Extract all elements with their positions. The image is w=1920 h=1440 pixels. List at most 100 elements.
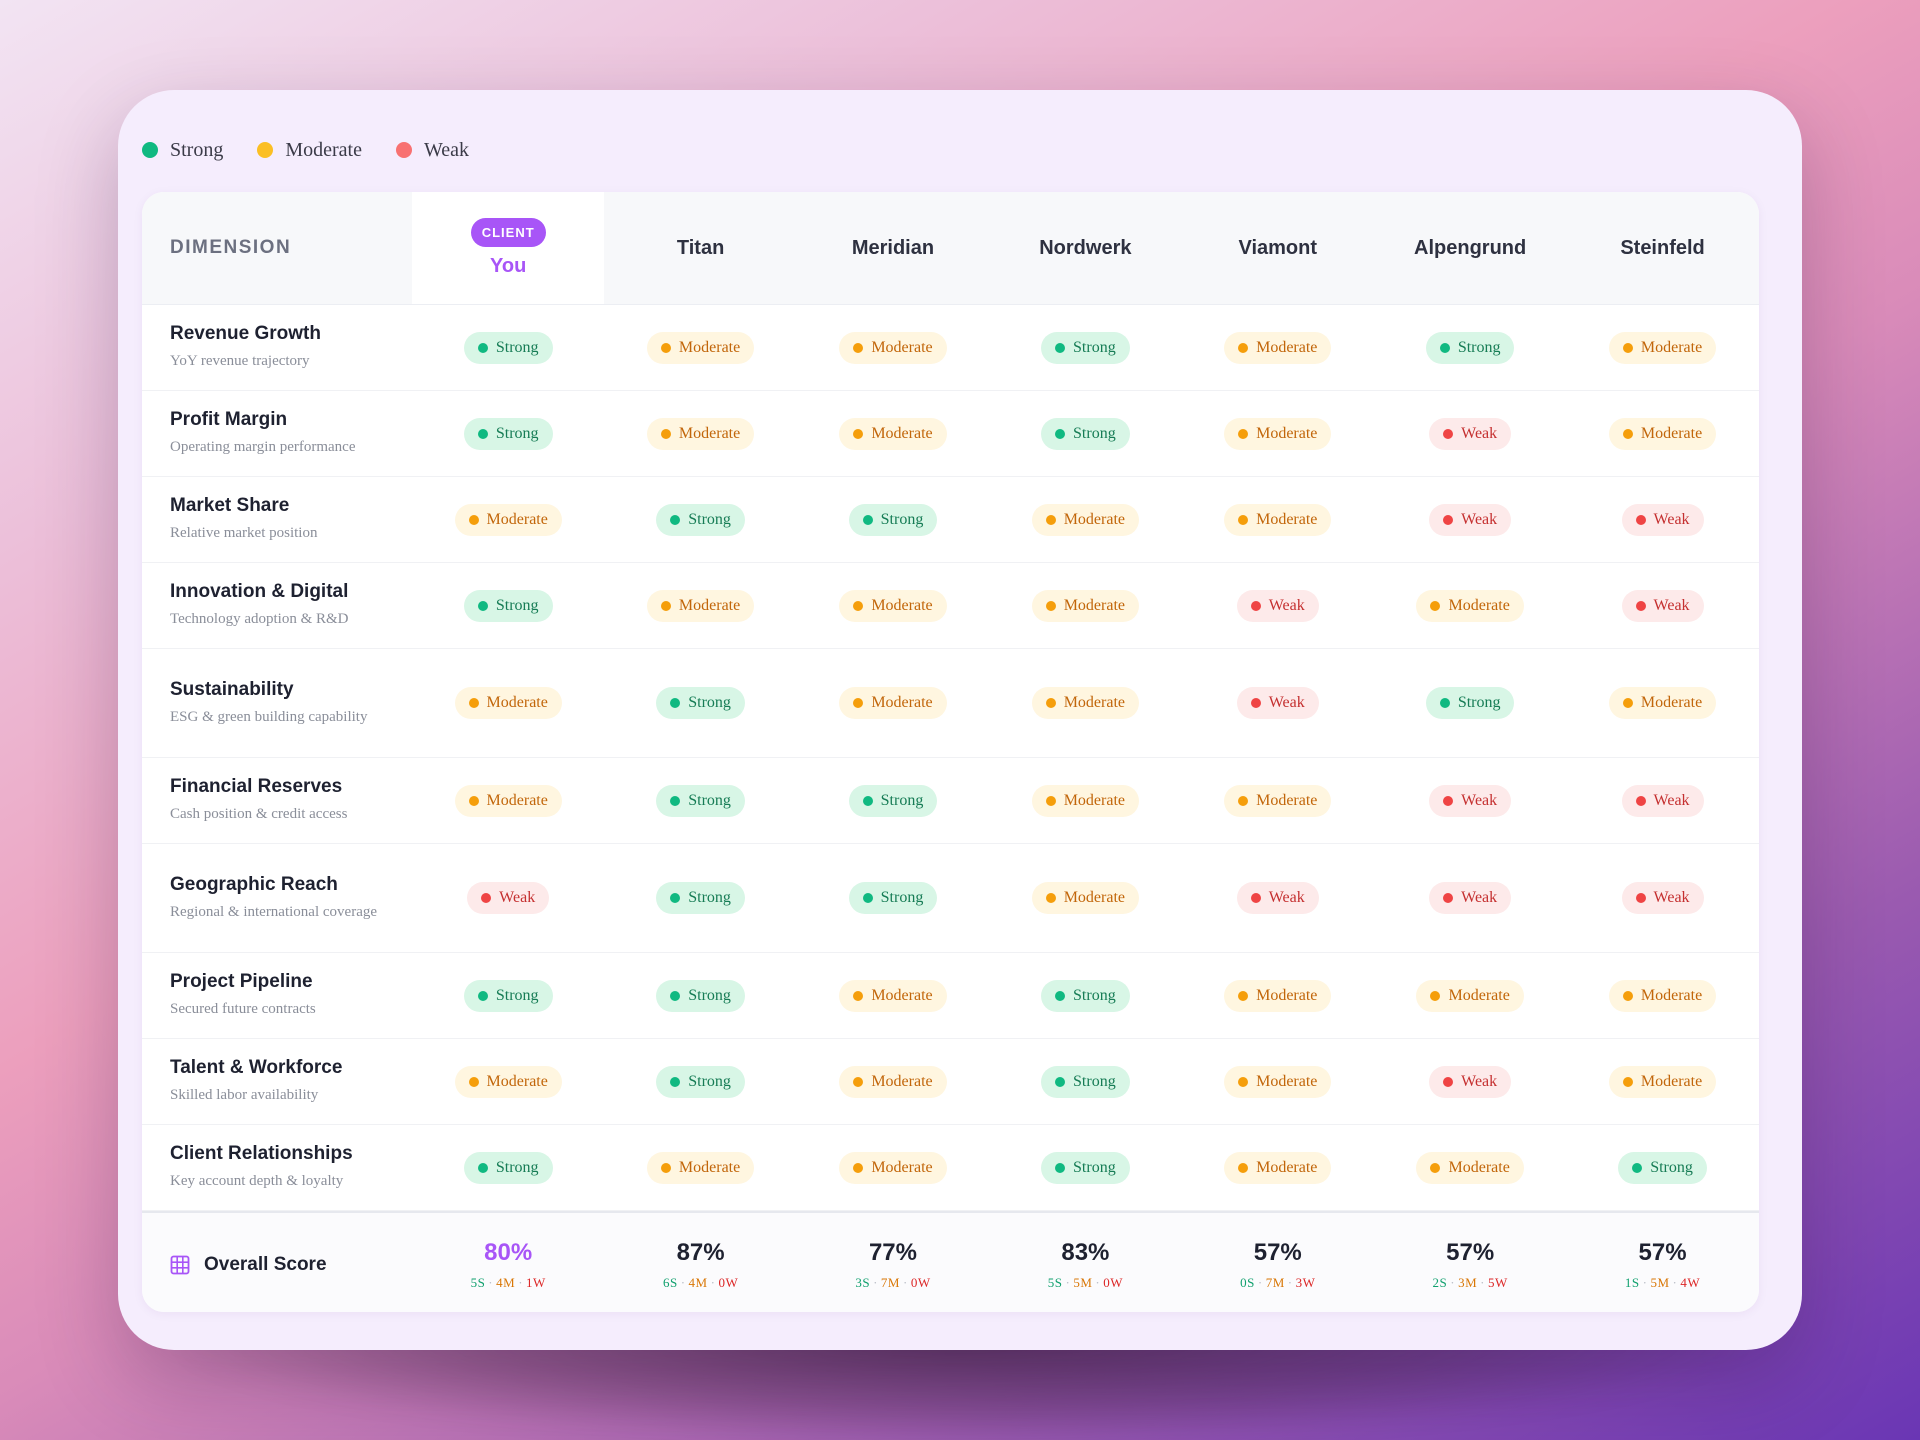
rating-badge-moderate: Moderate	[1416, 589, 1524, 622]
rating-dot-icon	[853, 698, 864, 708]
rating-badge-weak: Weak	[1621, 503, 1704, 536]
breakdown-count-w: 4W	[1680, 1274, 1701, 1290]
dimension-name: Geographic Reach	[170, 873, 338, 895]
overall-score-cell: 57% 0S · 7M · 3W	[1182, 1213, 1374, 1312]
rating-label: Moderate	[1448, 1158, 1510, 1176]
rating-cell: Moderate	[412, 758, 604, 843]
rating-label: Strong	[495, 1158, 539, 1176]
rating-badge-strong: Strong	[656, 503, 745, 536]
rating-cell: Strong	[604, 953, 796, 1038]
legend-item-moderate: Moderate	[257, 139, 362, 162]
rating-dot-icon	[853, 1162, 864, 1173]
dimension-description: Secured future contracts	[170, 1001, 316, 1017]
table-row: Project Pipeline Secured future contracts…	[142, 953, 1759, 1039]
dimension-description: Operating margin performance	[170, 439, 356, 455]
rating-label: Moderate	[1256, 1072, 1318, 1090]
rating-dot-icon	[660, 428, 671, 439]
dimension-description: Relative market position	[170, 525, 318, 541]
rating-dot-icon	[1622, 698, 1633, 708]
rating-dot-icon	[1238, 795, 1249, 806]
rating-cell: Strong	[412, 1125, 604, 1210]
dimension-name: Financial Reserves	[170, 776, 343, 797]
breakdown-count-m: 3M	[1458, 1274, 1478, 1290]
rating-cell: Strong	[604, 1039, 796, 1124]
rating-label: Moderate	[486, 1072, 548, 1090]
rating-dot-icon	[1632, 1162, 1643, 1173]
legend-label: Moderate	[285, 138, 362, 161]
breakdown-count-s: 5S	[470, 1274, 486, 1290]
dimension-cell: Profit Margin Operating margin performanc…	[142, 391, 412, 476]
rating-badge-weak: Weak	[1429, 882, 1512, 914]
rating-dot-icon	[1430, 990, 1441, 1001]
rating-dot-icon	[853, 342, 864, 353]
rating-cell: Moderate	[989, 758, 1181, 843]
breakdown-count-w: 0W	[910, 1274, 931, 1290]
rating-cell: Moderate	[1182, 758, 1374, 843]
rating-label: Strong	[495, 986, 539, 1004]
rating-cell: Moderate	[797, 305, 989, 390]
rating-label: Strong	[495, 338, 539, 356]
rating-label: Strong	[688, 510, 731, 528]
client-column-header[interactable]: CLIENT You	[412, 192, 605, 304]
rating-badge-strong: Strong	[656, 687, 745, 719]
competitor-header[interactable]: Steinfeld	[1620, 236, 1705, 259]
competitor-header[interactable]: Viamont	[1238, 236, 1318, 259]
overall-score-value: 77%	[868, 1238, 917, 1266]
rating-label: Moderate	[1448, 596, 1510, 614]
rating-label: Strong	[688, 986, 731, 1004]
rating-label: Strong	[688, 1072, 731, 1090]
legend-item-weak: Weak	[395, 139, 469, 162]
legend-item-strong: Strong	[142, 139, 223, 162]
rating-dot-icon	[853, 1076, 864, 1087]
rating-dot-icon	[1622, 1076, 1633, 1087]
breakdown-count-m: 7M	[1265, 1274, 1285, 1290]
rating-badge-strong: Strong	[656, 784, 745, 817]
breakdown-separator: ·	[680, 1274, 686, 1290]
rating-badge-weak: Weak	[1429, 417, 1512, 450]
rating-cell: Moderate	[1374, 1125, 1566, 1210]
table-row: Talent & Workforce Skilled labor availabi…	[142, 1039, 1759, 1125]
overall-score-value: 57%	[1638, 1238, 1687, 1266]
rating-cell: Moderate	[1182, 953, 1374, 1038]
rating-badge-strong: Strong	[656, 1065, 745, 1098]
rating-label: Moderate	[871, 338, 933, 356]
rating-badge-strong: Strong	[1041, 979, 1130, 1012]
overall-score-value: 83%	[1061, 1238, 1110, 1266]
competitor-header[interactable]: Titan	[676, 236, 725, 259]
weak-dot-icon	[395, 142, 412, 158]
rating-cell: Moderate	[1182, 1039, 1374, 1124]
rating-label: Weak	[1653, 596, 1690, 614]
rating-badge-weak: Weak	[1429, 503, 1512, 536]
rating-cell: Strong	[797, 758, 989, 843]
rating-label: Moderate	[1063, 596, 1126, 614]
rating-label: Strong	[495, 596, 539, 614]
rating-dot-icon	[1055, 1076, 1066, 1087]
rating-badge-moderate: Moderate	[1224, 331, 1332, 364]
grid-icon	[170, 1255, 190, 1274]
rating-badge-weak: Weak	[1621, 882, 1704, 914]
rating-cell: Weak	[412, 844, 604, 952]
rating-dot-icon	[477, 428, 488, 439]
competitor-header[interactable]: Alpengrund	[1414, 236, 1527, 259]
rating-label: Moderate	[1640, 986, 1703, 1004]
rating-dot-icon	[481, 893, 492, 903]
rating-label: Moderate	[1640, 1072, 1703, 1090]
table-body: Revenue Growth YoY revenue trajectory Stro…	[142, 305, 1759, 1211]
rating-label: Weak	[1461, 1072, 1498, 1090]
moderate-dot-icon	[257, 142, 274, 158]
competitor-header[interactable]: Nordwerk	[1039, 236, 1132, 259]
rating-label: Weak	[1268, 889, 1305, 906]
rating-dot-icon	[670, 698, 681, 708]
breakdown-separator: ·	[1095, 1274, 1101, 1290]
rating-label: Strong	[1073, 986, 1116, 1004]
rating-cell: Moderate	[1566, 953, 1758, 1038]
rating-label: Weak	[1653, 791, 1690, 809]
score-breakdown: 2S · 3M · 5W	[1433, 1275, 1508, 1291]
rating-label: Moderate	[1256, 1158, 1318, 1176]
rating-label: Moderate	[678, 596, 741, 614]
rating-dot-icon	[1430, 1162, 1441, 1173]
dimension-cell: Innovation & Digital Technology adoption …	[142, 563, 412, 648]
dimension-description: Cash position & credit access	[170, 806, 348, 822]
rating-badge-weak: Weak	[467, 882, 550, 914]
competitor-header[interactable]: Meridian	[851, 236, 935, 259]
